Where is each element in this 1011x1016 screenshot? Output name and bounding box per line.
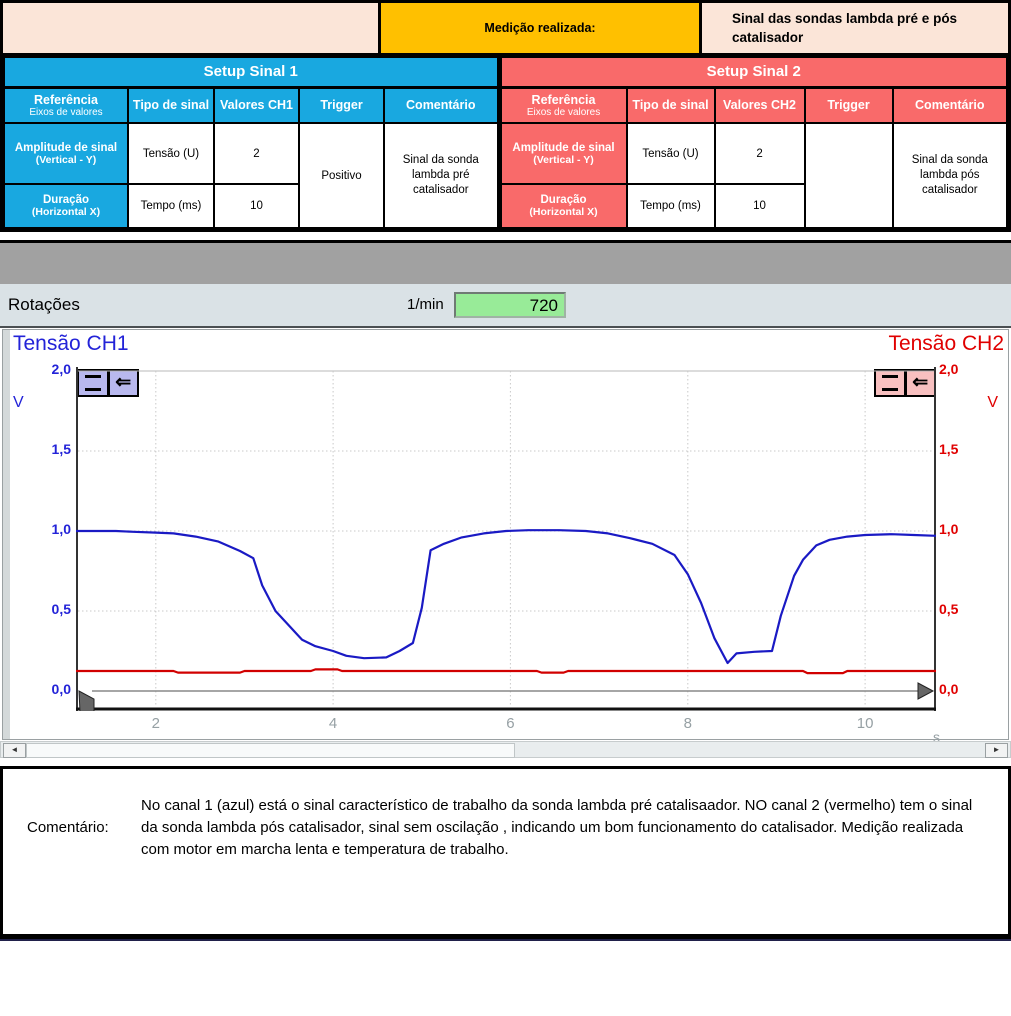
- setup1-comment-value: Sinal da sonda lambda pré catalisador: [383, 122, 499, 229]
- setup2-trigger-value: [803, 122, 894, 229]
- x-tick-label: 10: [856, 715, 874, 732]
- y-tick-label-right: 2,0: [939, 361, 959, 377]
- ch1-chart-title: Tensão CH1: [13, 332, 129, 355]
- y-tick-label-left: 1,0: [51, 521, 71, 537]
- scroll-right-arrow-icon[interactable]: ►: [985, 743, 1008, 758]
- x-tick-label: 2: [151, 715, 160, 732]
- y-axis-unit-left: V: [13, 394, 24, 411]
- y-tick-label-left: 2,0: [51, 361, 71, 377]
- setup1-col-comentario: Comentário: [383, 86, 499, 124]
- ch1-shift-left-button[interactable]: ⇐: [107, 369, 139, 397]
- gray-separator-band: [0, 240, 1011, 284]
- setup2-col-trigger: Trigger: [803, 86, 894, 124]
- y-tick-label-right: 1,5: [939, 441, 959, 457]
- comment-text: No canal 1 (azul) está o sinal caracterí…: [141, 797, 973, 858]
- x-tick-label: 6: [506, 715, 515, 732]
- setup2-col-referencia: Referência Eixos de valores: [499, 86, 628, 124]
- x-tick-label: 8: [683, 715, 692, 732]
- y-tick-label-left: 1,5: [51, 441, 71, 457]
- setup1-amplitude-tipo: Tensão (U): [127, 122, 215, 185]
- setup2-col-valores: Valores CH2: [713, 86, 806, 124]
- setup1-col-valores: Valores CH1: [213, 86, 300, 124]
- double-left-arrow-icon: ⇐: [912, 372, 929, 393]
- rotations-unit: 1/min: [407, 296, 444, 313]
- setup2-row-duracao: Duração (Horizontal X): [499, 183, 628, 229]
- ch2-chart-title: Tensão CH2: [888, 332, 1004, 355]
- y-tick-label-left: 0,0: [51, 681, 71, 697]
- y-tick-label-right: 0,5: [939, 601, 959, 617]
- setup2-title: Setup Sinal 2: [499, 56, 1009, 89]
- scroll-left-arrow-icon[interactable]: ◄: [3, 743, 26, 758]
- comment-box: Comentário: No canal 1 (azul) está o sin…: [0, 766, 1011, 939]
- setup-sinal-1-table: Setup Sinal 1 Referência Eixos de valore…: [3, 56, 499, 229]
- setup2-col-tipo: Tipo de sinal: [625, 86, 716, 124]
- setup2-row-amplitude: Amplitude de sinal (Vertical - Y): [499, 122, 628, 185]
- y-tick-label-right: 1,0: [939, 521, 959, 537]
- scrollbar-thumb[interactable]: [26, 743, 515, 758]
- ch2-axis-control[interactable]: ⇐: [874, 369, 936, 397]
- setup1-row-amplitude: Amplitude de sinal (Vertical - Y): [3, 122, 129, 185]
- setup1-duracao-tipo: Tempo (ms): [127, 183, 215, 229]
- setup1-col-referencia: Referência Eixos de valores: [3, 86, 129, 124]
- rotations-row: Rotações 1/min 720: [0, 284, 1011, 328]
- rotations-label: Rotações: [8, 295, 80, 314]
- setup1-amplitude-valor: 2: [213, 122, 300, 185]
- header-blank-cell: [3, 3, 378, 53]
- comment-label: Comentário:: [27, 819, 109, 836]
- top-block: Medição realizada: Sinal das sondas lamb…: [0, 0, 1011, 232]
- equals-icon: [84, 375, 101, 391]
- setup2-duracao-tipo: Tempo (ms): [625, 183, 716, 229]
- setup-sinal-2-table: Setup Sinal 2 Referência Eixos de valore…: [499, 56, 1009, 229]
- measurement-label: Medição realizada:: [381, 3, 699, 53]
- setup2-amplitude-valor: 2: [713, 122, 806, 185]
- ch2-scale-button[interactable]: [874, 369, 906, 397]
- setup1-title: Setup Sinal 1: [3, 56, 499, 89]
- setup-tables: Setup Sinal 1 Referência Eixos de valore…: [3, 56, 1009, 229]
- chart-panel: Tensão CH1 Tensão CH2 V V ⇐ ⇐ s 2,0 2,0 1,…: [2, 329, 1009, 1008]
- measurement-value: Sinal das sondas lambda pré e pós catali…: [702, 3, 1008, 53]
- x-tick-label: 4: [328, 715, 338, 732]
- double-left-arrow-icon: ⇐: [115, 372, 132, 393]
- chart-left-gutter: [3, 330, 10, 739]
- horizontal-scrollbar[interactable]: ◄ ►: [0, 741, 1011, 758]
- setup2-amplitude-tipo: Tensão (U): [625, 122, 716, 185]
- y-tick-label-left: 0,5: [51, 601, 71, 617]
- setup2-col-comentario: Comentário: [891, 86, 1009, 124]
- setup1-col-tipo: Tipo de sinal: [127, 86, 215, 124]
- equals-icon: [881, 375, 898, 391]
- header-row: Medição realizada: Sinal das sondas lamb…: [3, 3, 1008, 53]
- setup2-duracao-valor: 10: [713, 183, 806, 229]
- y-tick-label-right: 0,0: [939, 681, 959, 697]
- setup1-row-duracao: Duração (Horizontal X): [3, 183, 129, 229]
- y-axis-unit-right: V: [987, 394, 998, 411]
- setup1-duracao-valor: 10: [213, 183, 300, 229]
- x-axis-unit: s: [933, 729, 940, 745]
- setup1-trigger-value: Positivo: [298, 122, 385, 229]
- ch1-axis-control[interactable]: ⇐: [77, 369, 139, 397]
- plot-area: [76, 367, 937, 1008]
- ch2-shift-left-button[interactable]: ⇐: [904, 369, 936, 397]
- setup2-comment-value: Sinal da sonda lambda pós catalisador: [891, 122, 1009, 229]
- rotations-value-field[interactable]: 720: [454, 292, 566, 318]
- setup1-col-trigger: Trigger: [298, 86, 385, 124]
